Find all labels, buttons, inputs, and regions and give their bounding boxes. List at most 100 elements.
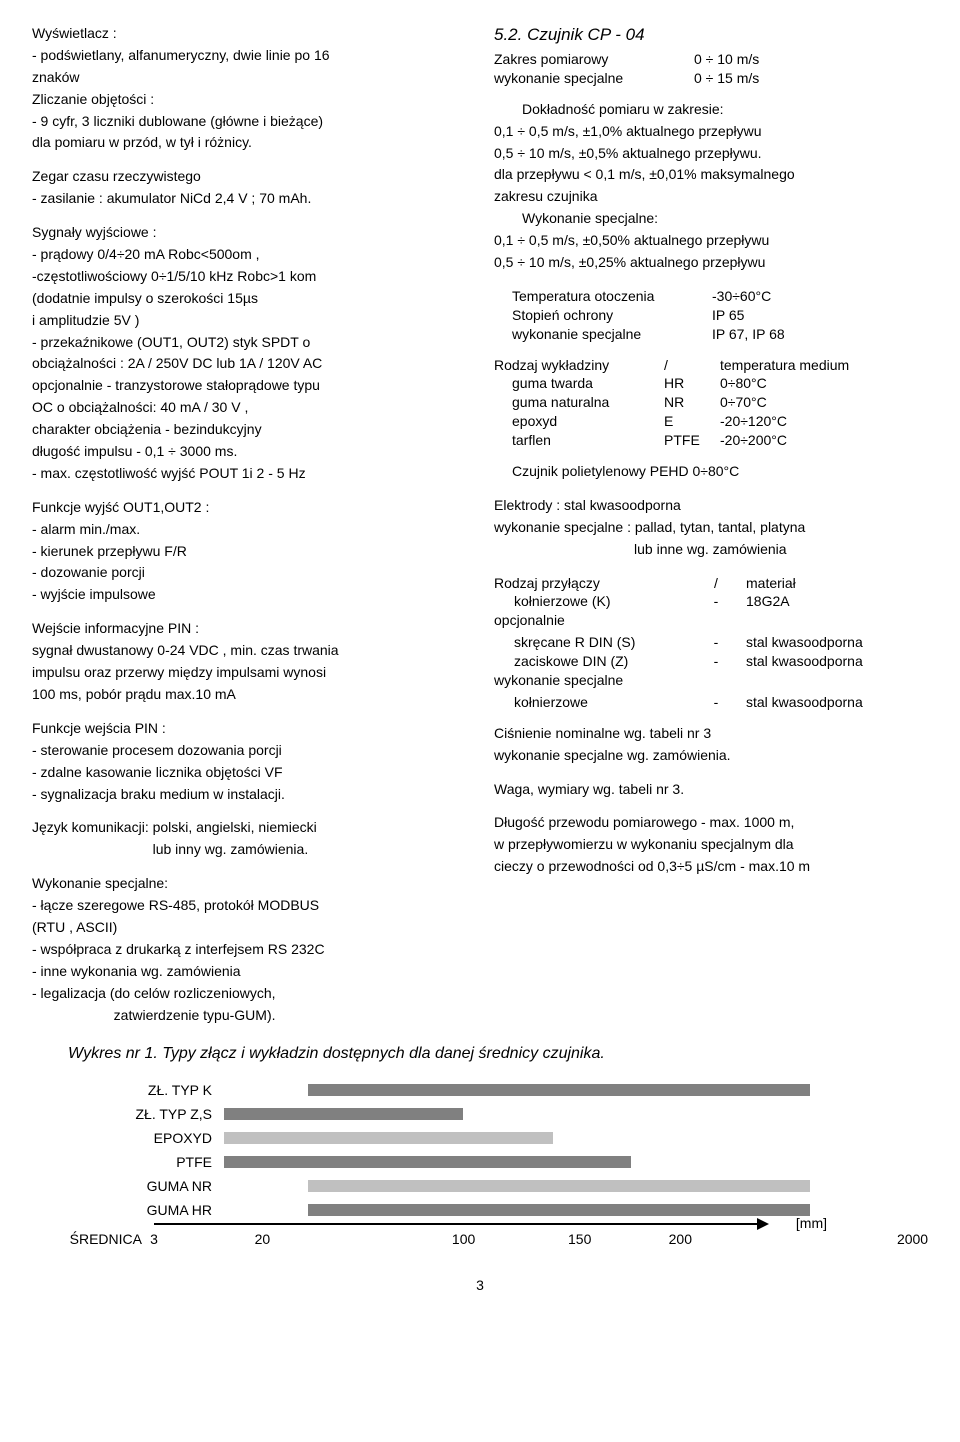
chart-unit: [mm] [796, 1215, 827, 1231]
text: - sterowanie procesem dozowania porcji [32, 741, 466, 760]
text: NR [664, 393, 720, 412]
text: - [704, 652, 728, 671]
text: - inne wykonania wg. zamówienia [32, 962, 466, 981]
text: impulsu oraz przerwy między impulsami wy… [32, 663, 466, 682]
text: wykonanie specjalne wg. zamówienia. [494, 746, 928, 765]
text: - łącze szeregowe RS-485, protokół MODBU… [32, 896, 466, 915]
text: wykonanie specjalne : pallad, tytan, tan… [494, 518, 928, 537]
text: - alarm min./max. [32, 520, 466, 539]
text: stal kwasoodporna [728, 652, 863, 671]
chart-row-label: GUMA HR [102, 1202, 224, 1218]
chart-bar [308, 1204, 810, 1216]
text: - zdalne kasowanie licznika objętości VF [32, 763, 466, 782]
text: Wykonanie specjalne: [32, 874, 466, 893]
lining-header: Rodzaj wykładziny / temperatura medium [494, 356, 928, 375]
text: lub inny wg. zamówienia. [32, 840, 466, 859]
text: zakresu czujnika [494, 187, 928, 206]
axis-tick: 20 [255, 1231, 271, 1247]
text: Czujnik polietylenowy PEHD 0÷80°C [494, 462, 928, 481]
text: materiał [728, 574, 796, 593]
spec-row: Zakres pomiarowy 0 ÷ 10 m/s [494, 50, 928, 69]
lining-row: guma twarda HR 0÷80°C [494, 374, 928, 393]
axis-tick: 100 [452, 1231, 475, 1247]
text: - dozowanie porcji [32, 563, 466, 582]
chart-bar [308, 1180, 810, 1192]
text: temperatura medium [720, 356, 849, 375]
text: - przekaźnikowe (OUT1, OUT2) styk SPDT o [32, 333, 466, 352]
chart-row-label: EPOXYD [102, 1130, 224, 1146]
chart-track [224, 1179, 822, 1193]
chart-track [224, 1107, 822, 1121]
spec-row: wykonanie specjalne IP 67, IP 68 [494, 325, 928, 344]
text: stal kwasoodporna [728, 693, 863, 712]
text: Rodzaj przyłączy [494, 574, 704, 593]
text: 0,5 ÷ 10 m/s, ±0,25% aktualnego przepływ… [494, 253, 928, 272]
chart-bar [224, 1156, 631, 1168]
two-column-layout: Wyświetlacz : - podświetlany, alfanumery… [32, 24, 928, 1027]
text: PTFE [664, 431, 720, 450]
text: - [704, 633, 728, 652]
text: zaciskowe DIN (Z) [494, 652, 704, 671]
axis-ticks: 3201001502002000 [154, 1231, 928, 1249]
text: / [664, 356, 720, 375]
chart-axis: ŚREDNICA 3201001502002000 [32, 1231, 928, 1249]
axis-tick: 3 [150, 1231, 158, 1247]
text: - sygnalizacja braku medium w instalacji… [32, 785, 466, 804]
connector-header: Rodzaj przyłączy / materiał [494, 574, 928, 593]
text: 0÷70°C [720, 393, 767, 412]
text: znaków [32, 68, 466, 87]
chart-bar [308, 1084, 810, 1096]
spec-value: 0 ÷ 15 m/s [694, 69, 759, 88]
text: OC o obciążalności: 40 mA / 30 V , [32, 398, 466, 417]
chart-bar [224, 1108, 463, 1120]
connector-row: kołnierzowe (K) - 18G2A [494, 592, 928, 611]
text: - legalizacja (do celów rozliczeniowych, [32, 984, 466, 1003]
text: - współpraca z drukarką z interfejsem RS… [32, 940, 466, 959]
text: opcjonalnie - tranzystorowe stałoprądowe… [32, 376, 466, 395]
right-column: 5.2. Czujnik CP - 04 Zakres pomiarowy 0 … [494, 24, 928, 1027]
text: - zasilanie : akumulator NiCd 2,4 V ; 70… [32, 189, 466, 208]
text: Funkcje wejścia PIN : [32, 719, 466, 738]
text: - kierunek przepływu F/R [32, 542, 466, 561]
chart-row-label: PTFE [102, 1154, 224, 1170]
text: guma twarda [512, 374, 664, 393]
arrow-icon [757, 1218, 769, 1230]
text: -20÷120°C [720, 412, 787, 431]
text: E [664, 412, 720, 431]
spec-row: Stopień ochrony IP 65 [494, 306, 928, 325]
spec-key: Temperatura otoczenia [512, 287, 712, 306]
text: zatwierdzenie typu-GUM). [32, 1006, 466, 1025]
axis-label: ŚREDNICA [32, 1231, 154, 1249]
text: 0,1 ÷ 0,5 m/s, ±1,0% aktualnego przepływ… [494, 122, 928, 141]
text: 100 ms, pobór prądu max.10 mA [32, 685, 466, 704]
spec-key: wykonanie specjalne [494, 69, 694, 88]
axis-tick: 200 [669, 1231, 692, 1247]
text: -częstotliwościowy 0÷1/5/10 kHz Robc>1 k… [32, 267, 466, 286]
bar-chart: ZŁ. TYP KZŁ. TYP Z,SEPOXYDPTFEGUMA NRGUM… [102, 1079, 822, 1221]
axis-tick: 2000 [897, 1231, 928, 1247]
spec-value: 0 ÷ 10 m/s [694, 50, 759, 69]
chart-row: ZŁ. TYP K [102, 1079, 822, 1101]
lining-row: epoxyd E -20÷120°C [494, 412, 928, 431]
chart-row: ZŁ. TYP Z,S [102, 1103, 822, 1125]
text: kołnierzowe (K) [494, 592, 704, 611]
chart-row-label: ZŁ. TYP Z,S [102, 1106, 224, 1122]
chart-track [224, 1203, 822, 1217]
text: Wejście informacyjne PIN : [32, 619, 466, 638]
text: i amplitudzie 5V ) [32, 311, 466, 330]
text: charakter obciążenia - bezindukcyjny [32, 420, 466, 439]
text: długość impulsu - 0,1 ÷ 3000 ms. [32, 442, 466, 461]
chart-row: PTFE [102, 1151, 822, 1173]
spec-value: IP 67, IP 68 [712, 325, 785, 344]
spec-key: wykonanie specjalne [512, 325, 712, 344]
text: Zegar czasu rzeczywistego [32, 167, 466, 186]
text: HR [664, 374, 720, 393]
section-title: 5.2. Czujnik CP - 04 [494, 24, 928, 47]
chart-title: Wykres nr 1. Typy złącz i wykładzin dost… [68, 1045, 928, 1063]
text: Sygnały wyjściowe : [32, 223, 466, 242]
text: tarflen [512, 431, 664, 450]
spec-row: wykonanie specjalne 0 ÷ 15 m/s [494, 69, 928, 88]
text: sygnał dwustanowy 0-24 VDC , min. czas t… [32, 641, 466, 660]
text: - max. częstotliwość wyjść POUT 1i 2 - 5… [32, 464, 466, 483]
text: 18G2A [728, 592, 790, 611]
